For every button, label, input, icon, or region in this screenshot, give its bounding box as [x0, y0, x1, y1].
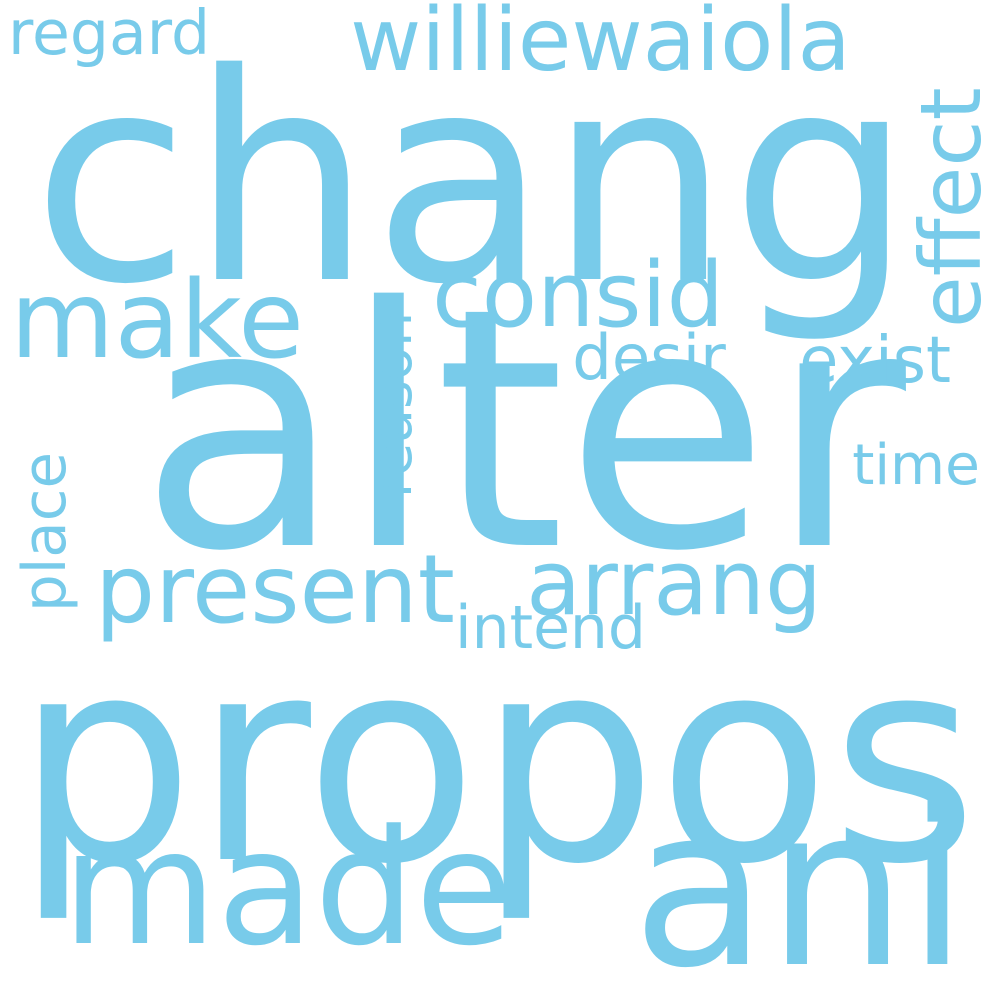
- word-make: make: [10, 258, 305, 383]
- word-consid: consid: [432, 242, 724, 348]
- word-propos: propos: [15, 596, 978, 926]
- word-williewaiola: williewaiola: [350, 0, 851, 91]
- word-time: time: [852, 433, 980, 499]
- word-present: present: [95, 535, 455, 646]
- word-exist: exist: [799, 324, 951, 399]
- word-regard: regard: [8, 0, 211, 70]
- word-made: made: [62, 796, 514, 981]
- word-effect: effect: [902, 87, 1000, 328]
- word-ani: ani: [632, 759, 968, 1000]
- word-chang: chang: [32, 12, 913, 348]
- word-intend: intend: [455, 593, 646, 663]
- word-reason: reason: [360, 311, 424, 499]
- word-desir: desir: [572, 321, 726, 395]
- word-arrang: arrang: [526, 532, 822, 637]
- word-alter: alter: [139, 237, 906, 624]
- word-place: place: [11, 451, 81, 612]
